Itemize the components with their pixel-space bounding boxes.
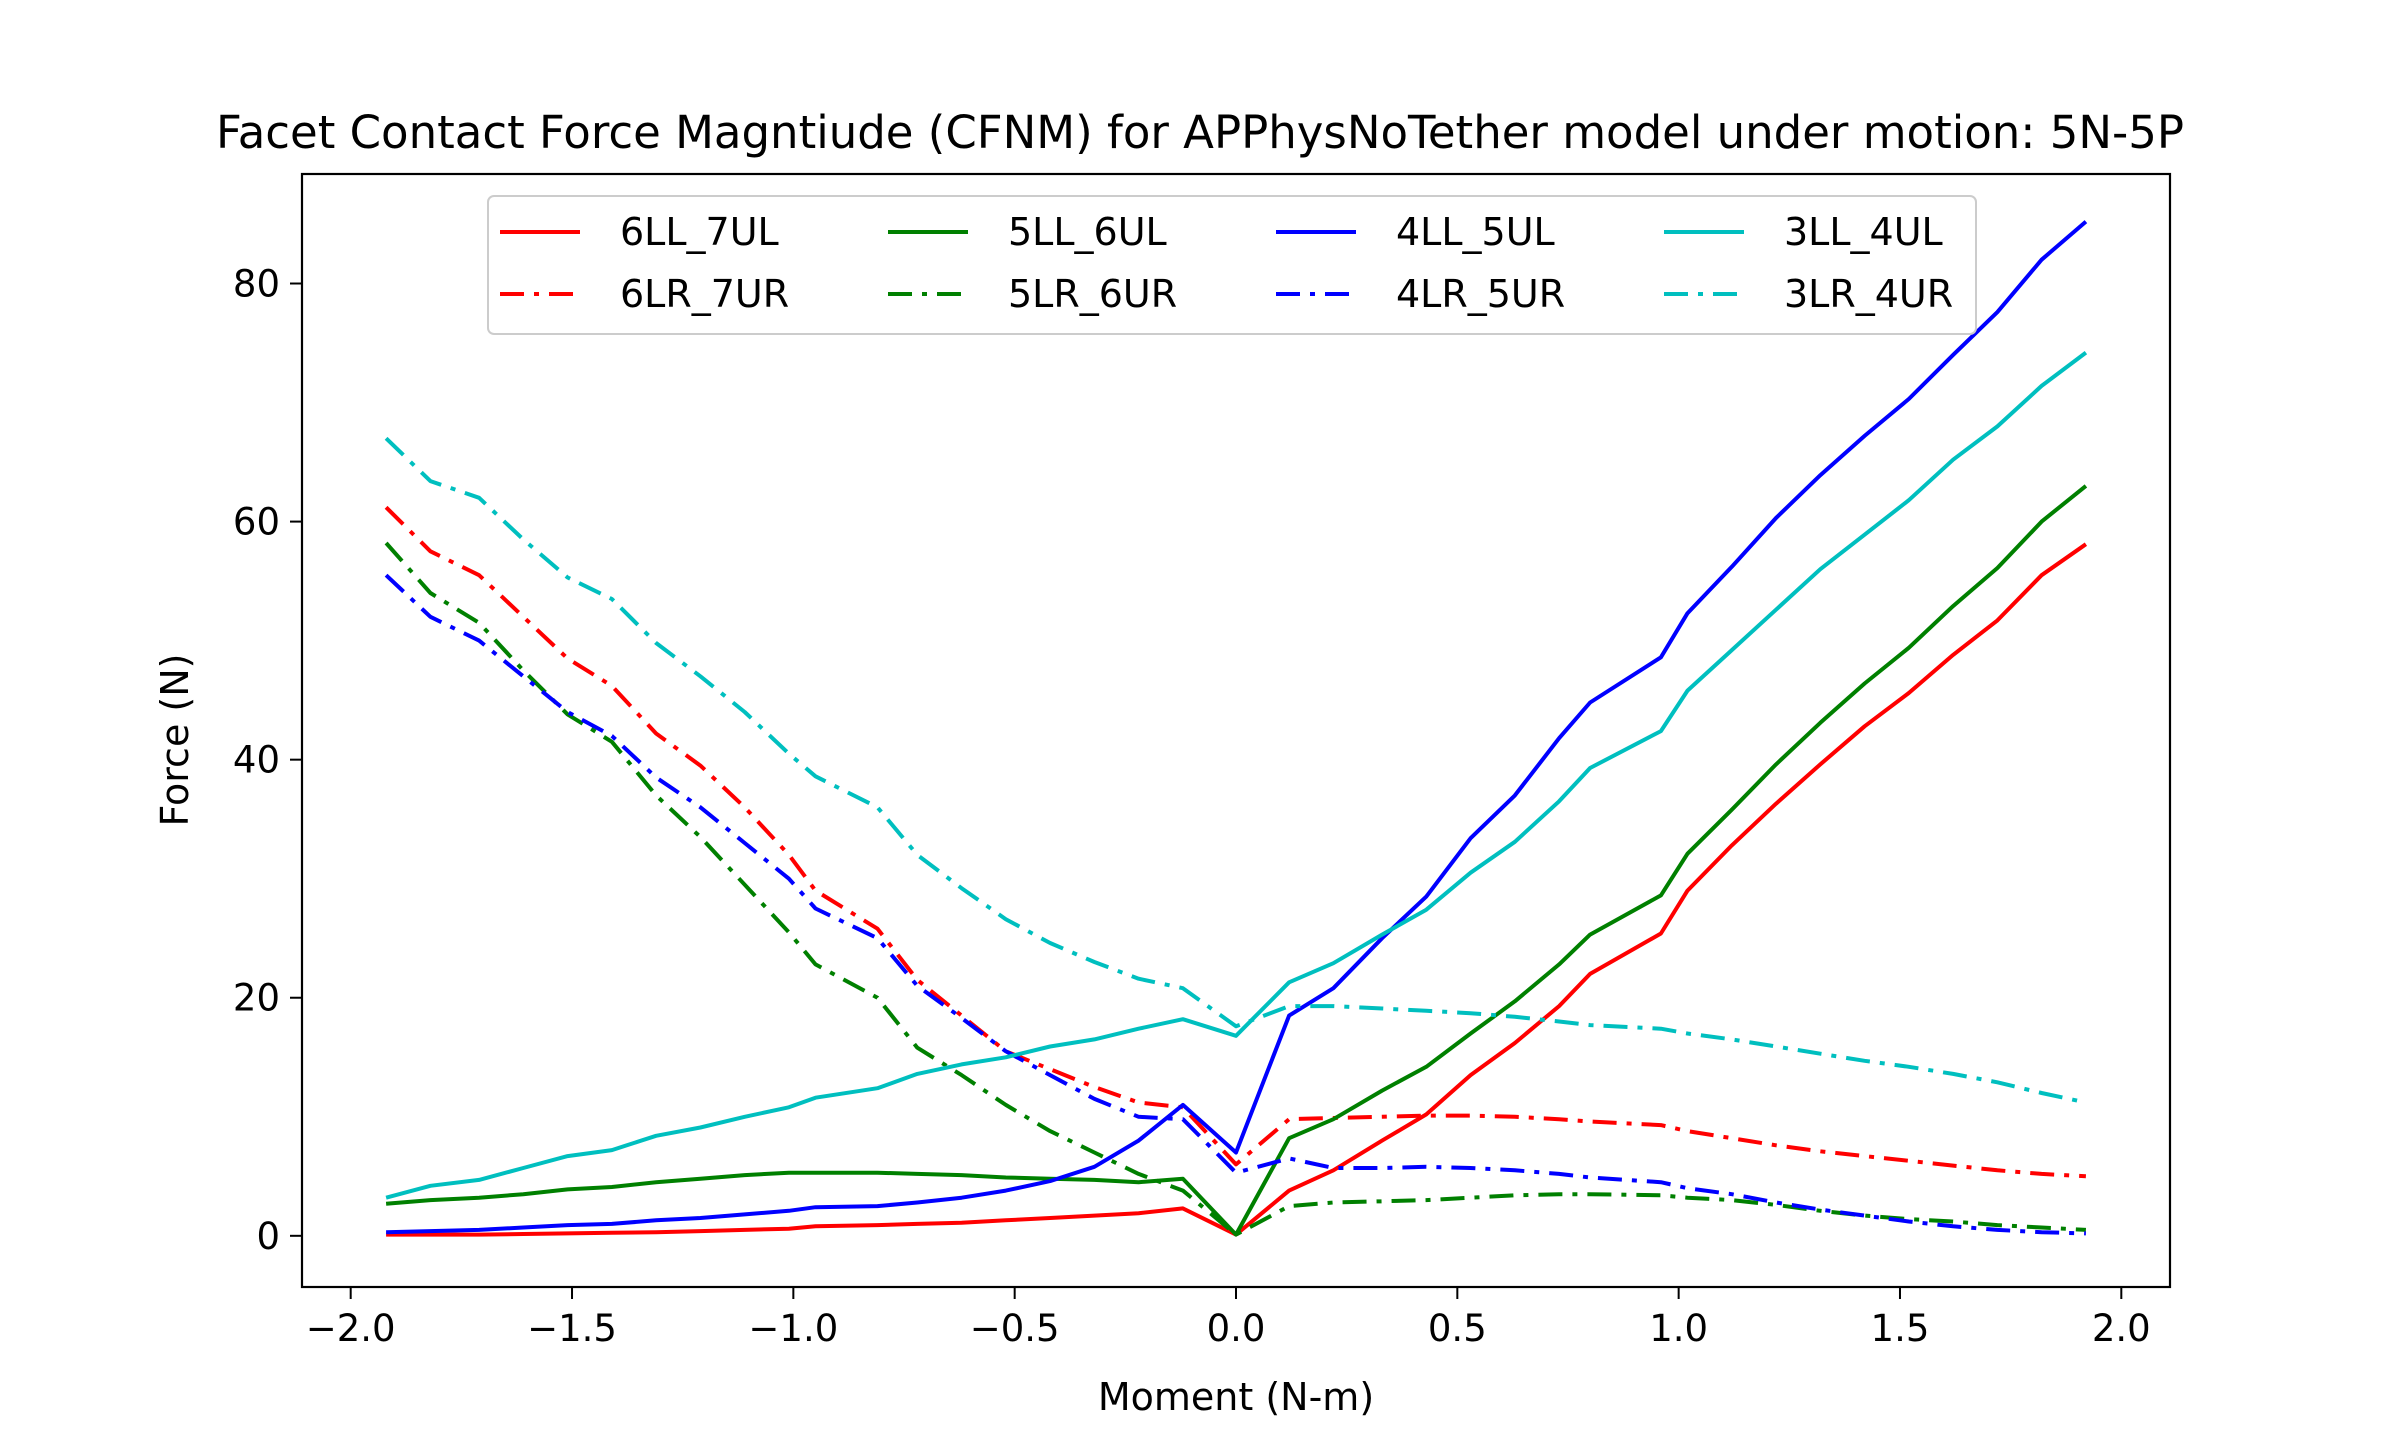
legend-label-5LR_6UR: 5LR_6UR: [1008, 272, 1177, 316]
legend-label-3LL_4UL: 3LL_4UL: [1784, 210, 1943, 254]
x-tick-label: 0.5: [1428, 1307, 1487, 1350]
series-line-3LL_4UL: [385, 351, 2088, 1200]
series-line-6LL_7UL: [386, 542, 2088, 1237]
x-tick-label: 2.0: [2092, 1307, 2151, 1350]
plot-lines: [384, 220, 2088, 1237]
y-axis: 0 20 40 60 80: [233, 263, 302, 1258]
series-line-5LR_6UR: [384, 541, 2087, 1237]
series-line-4LL_5UL: [386, 220, 2088, 1235]
x-tick-label: 0.0: [1207, 1307, 1266, 1350]
legend-label-6LL_7UL: 6LL_7UL: [620, 210, 779, 254]
x-tick-label: −1.0: [748, 1307, 838, 1350]
y-tick-label: 80: [233, 263, 280, 306]
x-axis: −2.0 −1.5 −1.0 −0.5 0.0 0.5 1.0 1.5 2.0: [306, 1287, 2151, 1350]
legend-label-5LL_6UL: 5LL_6UL: [1008, 210, 1167, 254]
x-tick-label: 1.5: [1871, 1307, 1930, 1350]
series-line-4LR_5UR: [384, 573, 2086, 1236]
x-tick-label: −0.5: [970, 1307, 1060, 1350]
legend-label-3LR_4UR: 3LR_4UR: [1784, 272, 1953, 316]
y-tick-label: 0: [256, 1215, 280, 1258]
y-tick-label: 40: [233, 739, 280, 782]
series-line-3LR_4UR: [384, 436, 2087, 1105]
y-tick-label: 60: [233, 501, 280, 544]
legend-label-4LR_5UR: 4LR_5UR: [1396, 272, 1565, 316]
legend-label-4LL_5UL: 4LL_5UL: [1396, 210, 1555, 254]
legend-label-6LR_7UR: 6LR_7UR: [620, 272, 789, 316]
x-tick-label: −1.5: [527, 1307, 617, 1350]
series-line-5LL_6UL: [385, 484, 2088, 1237]
chart-title: Facet Contact Force Magntiude (CFNM) for…: [216, 106, 2184, 159]
x-tick-label: −2.0: [306, 1307, 396, 1350]
plot-frame: [300, 172, 2172, 1289]
x-tick-label: 1.0: [1649, 1307, 1708, 1350]
x-axis-label: Moment (N-m): [1098, 1375, 1374, 1419]
y-tick-label: 20: [233, 977, 280, 1020]
legend: 6LL_7UL 6LR_7UR 5LL_6UL 5LR_6UR 4LL_5UL 4LR_5…: [487, 195, 1977, 335]
series-line-6LR_7UR: [384, 505, 2087, 1179]
y-axis-label: Force (N): [153, 654, 197, 827]
legend-box: [487, 195, 1977, 335]
